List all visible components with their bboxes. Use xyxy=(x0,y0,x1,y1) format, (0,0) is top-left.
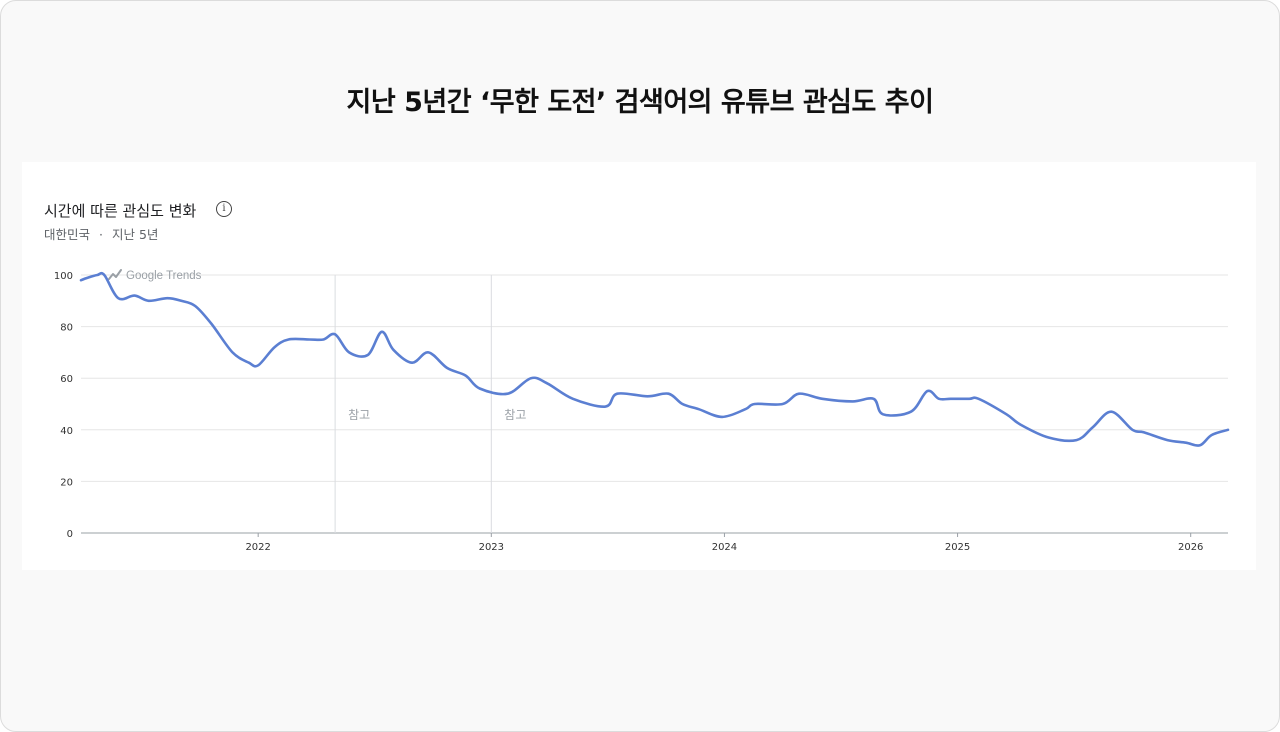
google-trends-watermark: Google Trends xyxy=(126,270,202,282)
series-line xyxy=(79,271,1230,447)
annotation-label: 참고 xyxy=(348,408,370,422)
info-icon[interactable]: i xyxy=(216,201,232,217)
trend-chart: 0 20 40 60 80 100 2022 2023 2024 2025 2026 참고 참고 Goog… xyxy=(54,269,1230,553)
chart-card-title: 시간에 따른 관심도 변화 xyxy=(44,202,197,220)
x-tick-label: 2025 xyxy=(945,542,970,553)
region-label: 대한민국 xyxy=(44,227,91,242)
chart-card-subtitle: 대한민국 · 지난 5년 xyxy=(44,224,158,243)
x-tick-label: 2026 xyxy=(1178,542,1203,553)
y-tick-label: 20 xyxy=(60,477,73,488)
y-tick-label: 100 xyxy=(54,271,73,282)
y-tick-label: 40 xyxy=(60,426,73,437)
x-tick-label: 2023 xyxy=(479,542,504,553)
y-tick-label: 60 xyxy=(60,374,73,385)
x-tick-label: 2024 xyxy=(712,542,737,553)
subtitle-separator: · xyxy=(99,227,103,242)
period-label: 지난 5년 xyxy=(112,227,159,242)
y-tick-label: 80 xyxy=(60,323,73,334)
page-title: 지난 5년간 ‘무한 도전’ 검색어의 유튜브 관심도 추이 xyxy=(346,87,934,118)
annotation-label: 참고 xyxy=(504,408,526,422)
y-tick-label: 0 xyxy=(67,529,73,540)
chart-card: 시간에 따른 관심도 변화 i 대한민국 · 지난 5년 0 20 40 60 80 100 2… xyxy=(22,162,1256,570)
trends-logo-icon xyxy=(108,269,122,280)
x-tick-label: 2022 xyxy=(245,542,270,553)
